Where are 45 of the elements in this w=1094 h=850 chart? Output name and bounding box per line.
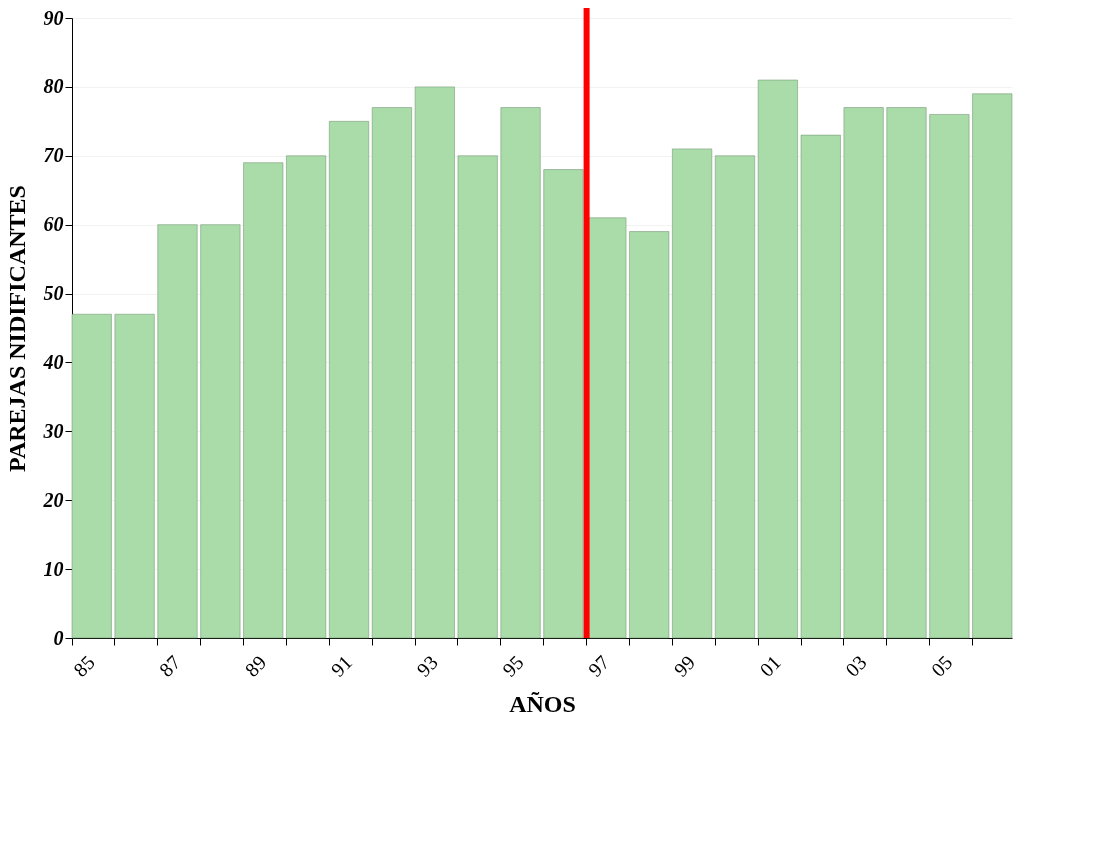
bar (500, 107, 541, 639)
bar (929, 114, 970, 639)
bar (586, 217, 627, 639)
x-tick-label: 03 (841, 651, 871, 681)
bar (371, 107, 412, 639)
bar (457, 155, 498, 639)
x-tick-label: 85 (69, 651, 99, 681)
bar (843, 107, 884, 639)
y-tick-label: 50 (43, 282, 64, 305)
bar (71, 313, 112, 639)
bar (800, 134, 841, 639)
x-tick-label: 05 (926, 651, 957, 681)
y-tick-label: 40 (42, 350, 64, 373)
bar (757, 79, 798, 639)
y-tick-label: 20 (42, 488, 64, 511)
bar (286, 155, 327, 639)
x-tick-label: 95 (497, 651, 528, 681)
y-tick-label: 60 (43, 213, 64, 236)
x-tick-label: 93 (412, 651, 442, 681)
bar (329, 121, 369, 639)
bar (715, 155, 755, 639)
bar (114, 313, 155, 639)
y-tick-label: 90 (43, 6, 64, 29)
bar (414, 86, 455, 639)
bar (200, 224, 241, 639)
bar (672, 148, 713, 639)
bar (886, 107, 927, 639)
y-axis-title: PAREJAS NIDIFICANTES (3, 185, 30, 472)
y-tick-label: 30 (42, 419, 64, 442)
x-tick-label: 89 (240, 651, 271, 681)
y-tick-label: 10 (43, 557, 64, 580)
x-tick-label: 91 (326, 651, 357, 681)
x-tick-label: 97 (583, 651, 614, 681)
x-tick-label: 01 (755, 651, 785, 681)
y-tick-label: 70 (43, 144, 64, 167)
y-tick-label: 0 (53, 626, 64, 649)
bar (543, 169, 584, 639)
bar (157, 224, 198, 639)
x-tick-label: 99 (669, 651, 700, 681)
y-tick-label: 80 (43, 75, 64, 98)
bar (243, 162, 284, 639)
x-tick-label: 87 (154, 651, 185, 681)
bar (629, 231, 670, 639)
x-axis-title: AÑOS (509, 690, 576, 717)
bar (972, 93, 1013, 639)
